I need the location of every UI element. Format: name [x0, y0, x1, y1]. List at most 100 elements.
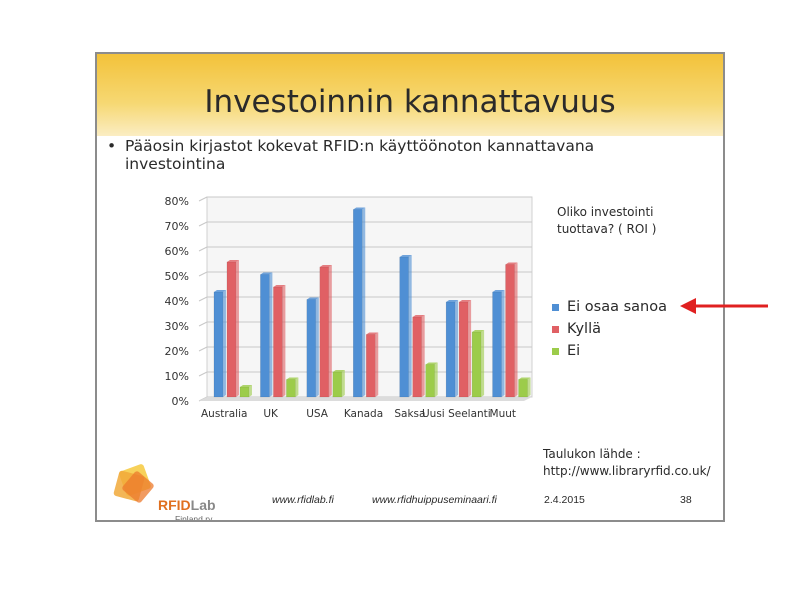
chart-legend: Ei osaa sanoa Kyllä Ei [552, 296, 667, 362]
slide-header [97, 54, 723, 136]
bar-top [306, 297, 319, 300]
bar [273, 286, 283, 398]
bar-top [518, 377, 531, 380]
bar-side [315, 297, 319, 397]
bar [458, 301, 469, 398]
bar-top [273, 285, 286, 287]
source-label: Taulukon lähde : [543, 447, 641, 461]
y-tick-label: 0% [172, 395, 189, 408]
bar [399, 256, 409, 398]
bar-side [421, 315, 425, 397]
bar-side [481, 330, 485, 397]
bar-side [341, 370, 345, 397]
bar-top [332, 370, 345, 372]
bar-side [455, 300, 459, 397]
bullet-dot-icon: • [107, 137, 117, 155]
y-tick-label: 50% [165, 270, 189, 283]
logo-mark-icon [113, 464, 154, 503]
source-note: Taulukon lähde : http://www.libraryrfid.… [543, 446, 711, 480]
x-tick-label: Australia [201, 408, 247, 420]
bar-top [239, 385, 252, 387]
bar [239, 386, 250, 398]
bar-top [260, 272, 273, 275]
rfidlab-logo: RFIDLab Finland ry [105, 459, 216, 522]
bar-side [527, 377, 531, 397]
source-url: http://www.libraryrfid.co.uk/ [543, 464, 711, 478]
legend-label: Kyllä [567, 321, 601, 337]
gridline-depth [198, 371, 208, 377]
bar-side [468, 300, 472, 397]
bar-top [226, 260, 239, 262]
legend-swatch-green [552, 347, 559, 355]
bar-top [425, 362, 438, 365]
bar [260, 274, 270, 398]
bar [332, 371, 343, 398]
bar [319, 266, 330, 398]
bar-top [505, 262, 518, 265]
slide: Investoinnin kannattavuus • Pääosin kirj… [95, 52, 725, 522]
bar-side [248, 385, 252, 397]
bar [425, 364, 435, 398]
bar-top [492, 290, 505, 292]
y-tick-label: 30% [165, 320, 189, 333]
footer-page-number: 38 [680, 494, 692, 506]
bar [286, 379, 296, 398]
bar-side [282, 285, 286, 397]
gridline-depth [198, 346, 208, 352]
bar [226, 261, 237, 398]
bar [492, 291, 502, 398]
bar-top [213, 290, 226, 292]
bar-top [399, 255, 412, 257]
bar-side [434, 362, 438, 397]
roi-question: Oliko investointi tuottava? ( ROI ) [557, 205, 657, 236]
bar [445, 301, 456, 398]
y-tick-label: 70% [165, 220, 189, 233]
bar-top [366, 332, 379, 335]
slide-title: Investoinnin kannattavuus [204, 84, 616, 120]
bar [366, 334, 376, 398]
bar-side [269, 272, 273, 397]
logo-subtitle: Finland ry [175, 514, 213, 522]
chart-floor [199, 397, 532, 401]
x-tick-label: Kanada [344, 408, 383, 420]
x-tick-label: Muut [490, 408, 517, 420]
legend-item-ei-osaa-sanoa: Ei osaa sanoa [552, 296, 667, 318]
bar-side [408, 255, 412, 397]
logo-brand-b: Lab [190, 497, 216, 513]
bar [213, 291, 224, 398]
legend-label: Ei [567, 343, 581, 359]
bar-side [222, 290, 226, 397]
gridline-depth [198, 246, 208, 252]
x-tick-label: UK [263, 408, 279, 420]
gridline-depth [198, 196, 208, 202]
legend-label: Ei osaa sanoa [567, 299, 667, 315]
bar-top [353, 207, 366, 210]
bar-top [446, 300, 459, 302]
logo-brand-a: RFID [158, 497, 191, 513]
x-tick-label: USA [306, 408, 329, 420]
footer-site-2: www.rfidhuippuseminaari.fi [372, 494, 497, 506]
x-tick-label: Saksa [394, 408, 425, 420]
legend-swatch-blue [552, 303, 559, 311]
bar-side [328, 265, 332, 397]
gridline-depth [198, 296, 208, 302]
x-tick-label: Uusi Seelanti [422, 408, 491, 420]
legend-item-ei: Ei [552, 340, 667, 362]
footer-date: 2.4.2015 [544, 494, 585, 506]
bar-side [501, 290, 505, 397]
y-tick-label: 10% [165, 370, 189, 383]
y-tick-label: 20% [165, 345, 189, 358]
gridline-depth [198, 271, 208, 277]
legend-item-kylla: Kyllä [552, 318, 667, 340]
bar-side [375, 332, 379, 397]
y-tick-label: 40% [165, 295, 189, 308]
bar-chart: 0% 10% 20% 30% 40% 50% 60% 70% 80% Australia UK USA… [165, 195, 533, 420]
bar-top [412, 315, 425, 317]
bar [518, 379, 528, 398]
gridline-depth [198, 221, 208, 227]
legend-swatch-red [552, 325, 559, 333]
bar-side [235, 260, 239, 397]
logo-text: RFIDLab [158, 497, 216, 513]
bullet-text: Pääosin kirjastot kokevat RFID:n käyttöö… [125, 137, 595, 173]
y-tick-label: 60% [165, 245, 189, 258]
